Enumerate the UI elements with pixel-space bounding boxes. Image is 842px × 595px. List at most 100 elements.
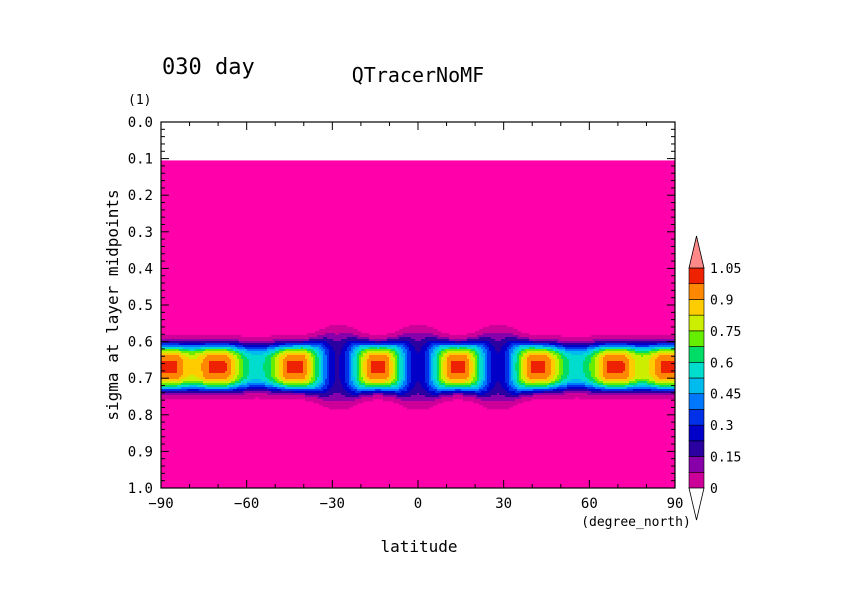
field-cell — [435, 345, 438, 348]
field-cell — [193, 347, 196, 350]
field-cell — [487, 351, 490, 354]
field-cell — [395, 367, 398, 370]
field-cell — [375, 339, 378, 342]
field-cell — [421, 337, 424, 340]
field-cell — [333, 329, 336, 332]
field-cell — [571, 349, 574, 352]
field-cell — [251, 341, 254, 344]
field-cell — [275, 371, 278, 374]
field-cell — [229, 363, 232, 366]
field-cell — [221, 339, 224, 342]
field-cell — [619, 369, 622, 372]
field-cell — [357, 367, 360, 370]
field-cell — [255, 343, 258, 346]
field-cell — [457, 349, 460, 352]
field-cell — [453, 353, 456, 356]
field-cell — [473, 357, 476, 360]
field-cell — [173, 341, 176, 344]
field-cell — [435, 335, 438, 338]
field-cell — [359, 337, 362, 340]
field-cell — [395, 349, 398, 352]
field-cell — [513, 347, 516, 350]
field-cell — [283, 357, 286, 360]
field-cell — [663, 345, 666, 348]
field-cell — [199, 357, 202, 360]
field-cell — [387, 359, 390, 362]
field-cell — [177, 359, 180, 362]
field-cell — [671, 349, 674, 352]
field-cell — [665, 355, 668, 358]
field-cell — [161, 337, 164, 340]
field-cell — [543, 367, 546, 370]
field-cell — [217, 363, 220, 366]
field-cell — [531, 369, 534, 372]
field-cell — [509, 355, 512, 358]
field-cell — [261, 367, 264, 370]
field-cell — [321, 343, 324, 346]
field-cell — [463, 359, 466, 362]
field-cell — [659, 365, 662, 368]
field-cell — [505, 355, 508, 358]
field-cell — [291, 369, 294, 372]
field-cell — [463, 347, 466, 350]
field-cell — [553, 367, 556, 370]
field-cell — [585, 367, 588, 370]
field-cell — [269, 369, 272, 372]
field-cell — [367, 365, 370, 368]
field-cell — [401, 335, 404, 338]
field-cell — [463, 337, 466, 340]
field-cell — [507, 331, 510, 334]
field-cell — [351, 363, 354, 366]
field-cell — [667, 353, 670, 356]
field-cell — [273, 359, 276, 362]
field-cell — [371, 371, 374, 374]
field-cell — [419, 337, 422, 340]
field-cell — [423, 355, 426, 358]
field-cell — [339, 355, 342, 358]
field-cell — [531, 349, 534, 352]
field-cell — [409, 333, 412, 336]
field-cell — [307, 355, 310, 358]
field-cell — [247, 341, 250, 344]
field-cell — [549, 349, 552, 352]
field-cell — [655, 359, 658, 362]
field-cell — [515, 341, 518, 344]
field-cell — [661, 341, 664, 344]
field-cell — [433, 349, 436, 352]
field-cell — [667, 343, 670, 346]
field-cell — [433, 353, 436, 356]
field-cell — [305, 363, 308, 366]
field-cell — [647, 365, 650, 368]
field-cell — [441, 335, 444, 338]
field-cell — [481, 359, 484, 362]
field-cell — [583, 361, 586, 364]
field-cell — [567, 339, 570, 342]
field-cell — [591, 349, 594, 352]
field-cell — [235, 371, 238, 374]
field-cell — [487, 353, 490, 356]
field-cell — [439, 335, 442, 338]
field-cell — [305, 337, 308, 340]
field-cell — [535, 363, 538, 366]
field-cell — [653, 369, 656, 372]
field-cell — [449, 339, 452, 342]
field-cell — [355, 337, 358, 340]
field-cell — [501, 367, 504, 370]
field-cell — [209, 355, 212, 358]
field-cell — [611, 357, 614, 360]
field-cell — [231, 347, 234, 350]
field-cell — [379, 345, 382, 348]
field-cell — [255, 337, 258, 340]
field-cell — [673, 349, 675, 352]
field-cell — [201, 357, 204, 360]
field-cell — [235, 365, 238, 368]
field-cell — [365, 333, 368, 336]
field-cell — [213, 367, 216, 370]
field-cell — [391, 355, 394, 358]
field-cell — [225, 339, 228, 342]
field-cell — [455, 347, 458, 350]
field-cell — [311, 353, 314, 356]
field-cell — [443, 369, 446, 372]
field-cell — [209, 337, 212, 340]
field-cell — [197, 337, 200, 340]
